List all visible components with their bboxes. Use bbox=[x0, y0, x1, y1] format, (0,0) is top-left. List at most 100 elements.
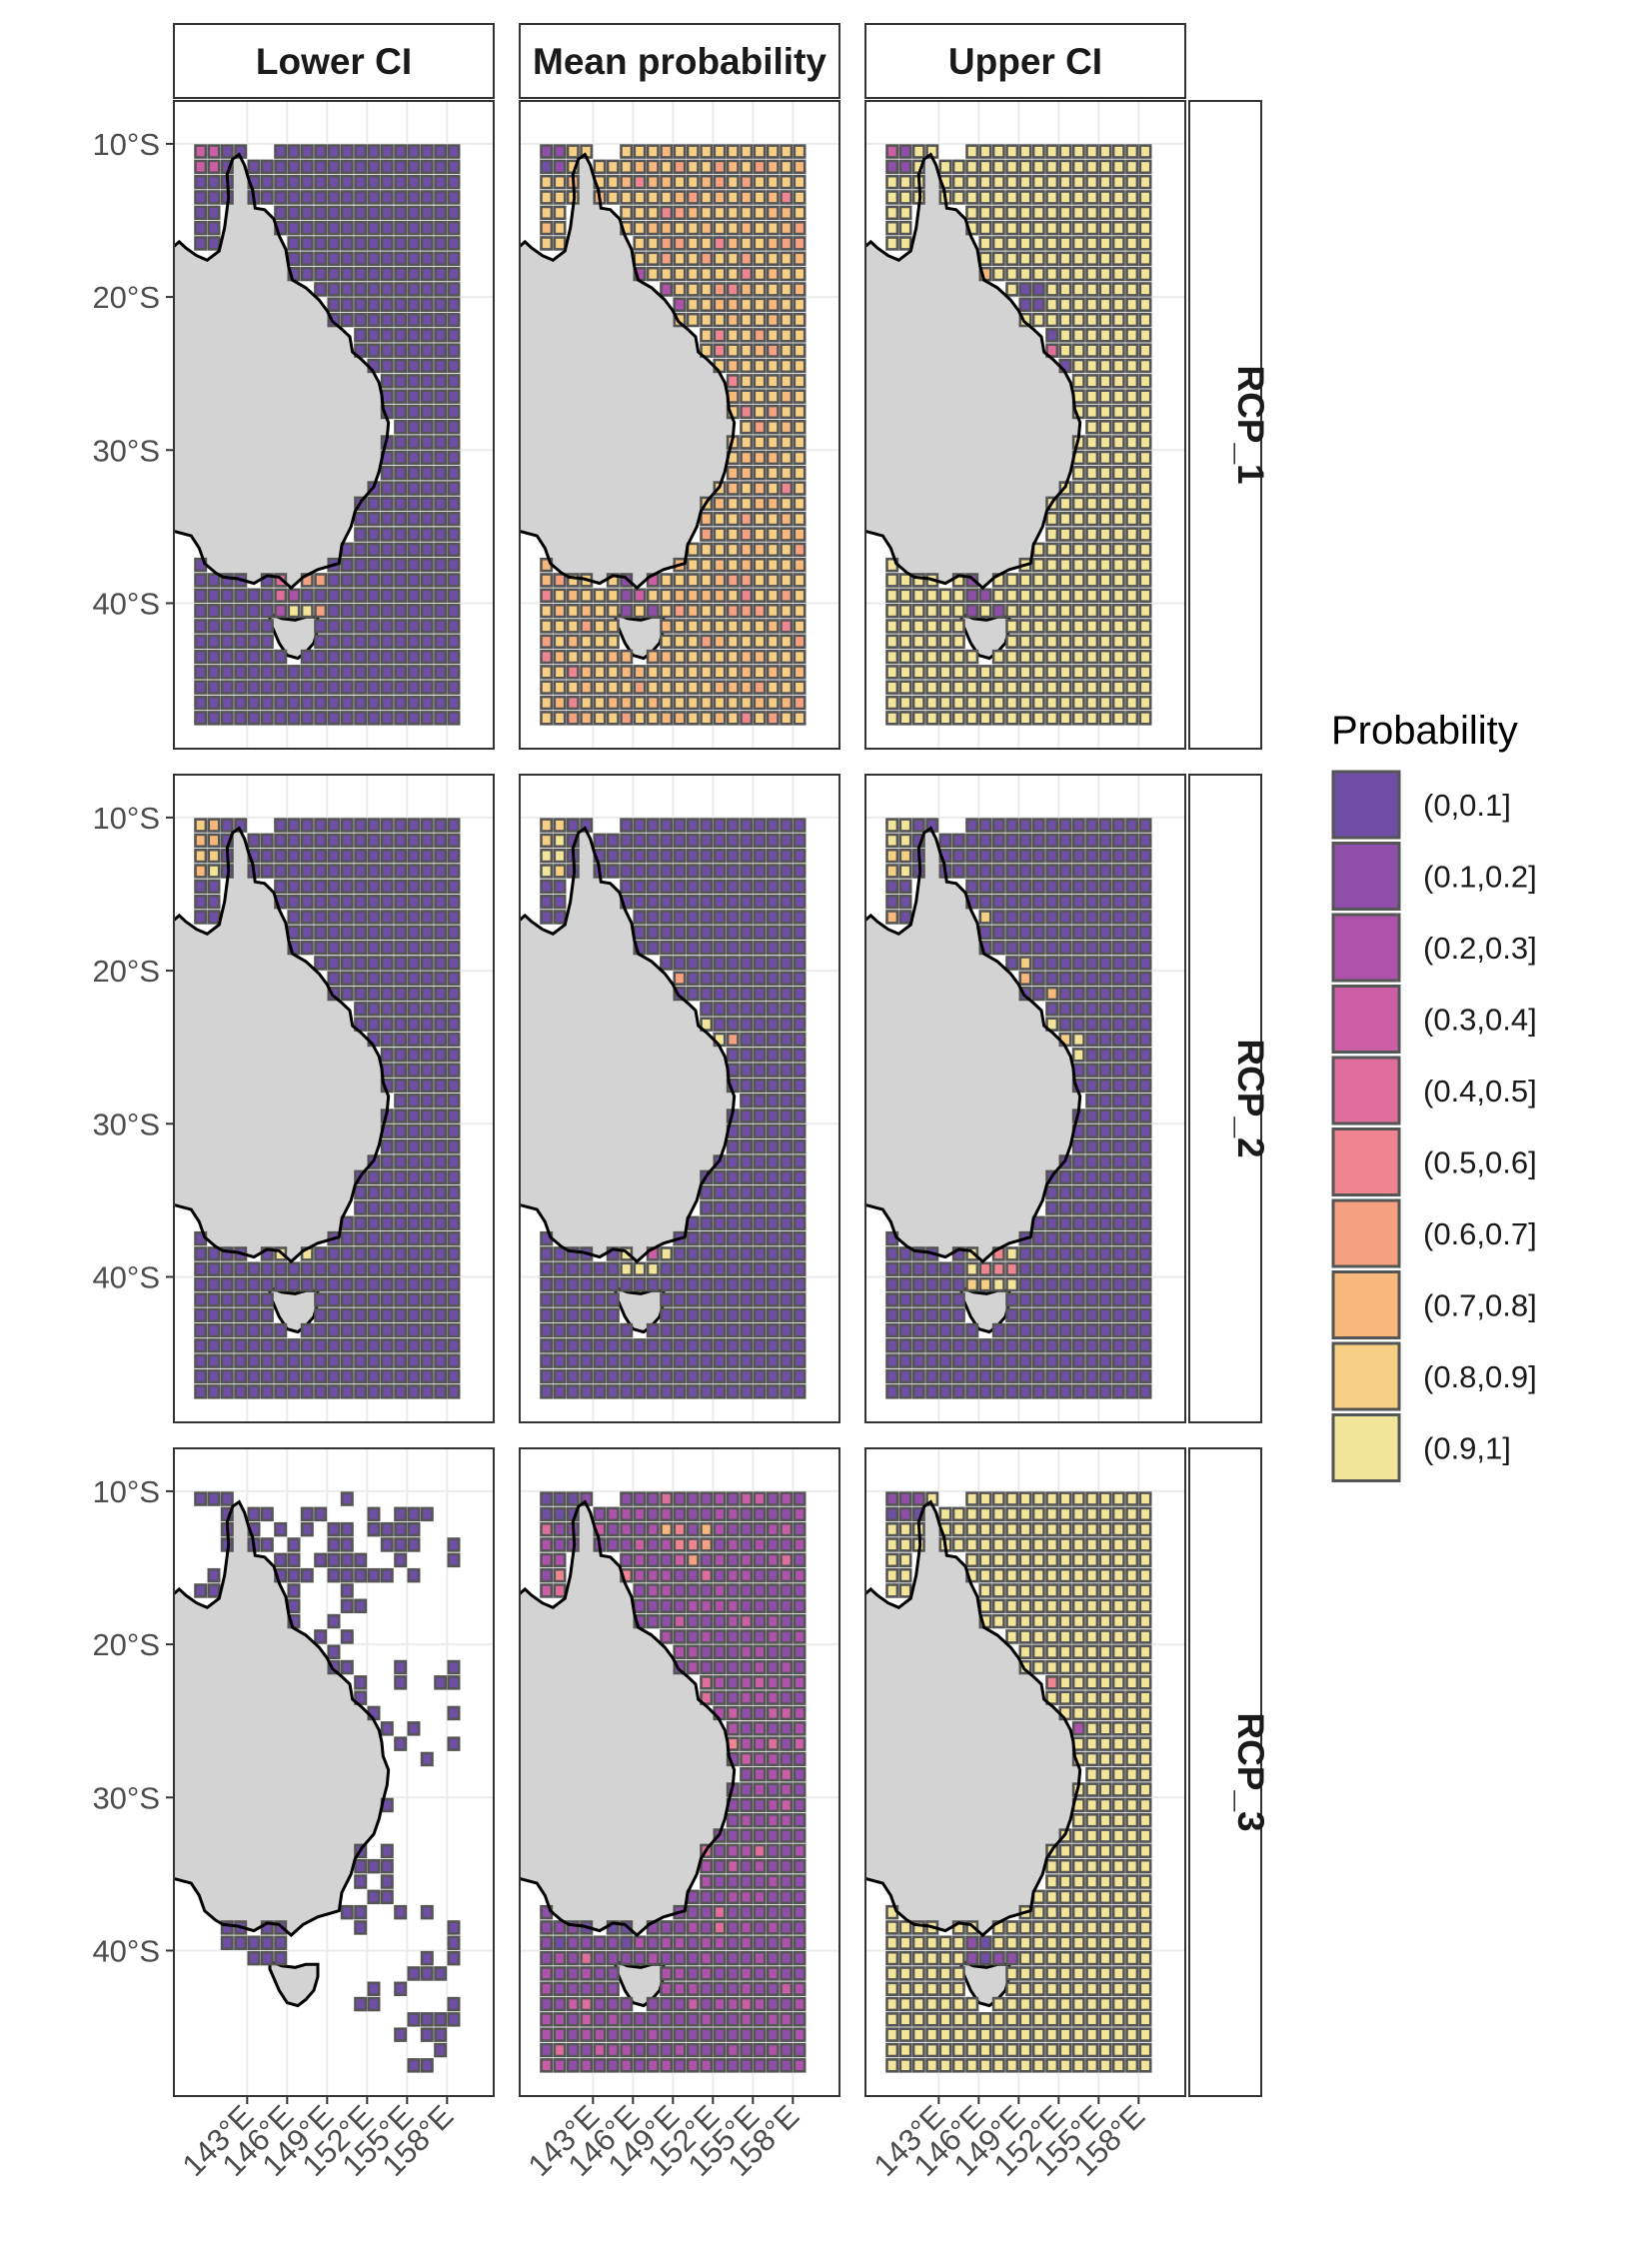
probability-cell bbox=[938, 1384, 952, 1399]
probability-cell bbox=[434, 1230, 448, 1246]
probability-cell bbox=[713, 251, 727, 267]
probability-cell bbox=[407, 603, 421, 619]
probability-cell bbox=[420, 910, 434, 925]
probability-cell bbox=[793, 1063, 807, 1078]
probability-cell bbox=[686, 1368, 700, 1384]
probability-cell bbox=[1071, 1048, 1085, 1063]
probability-cell bbox=[1018, 634, 1032, 649]
probability-cell bbox=[407, 297, 421, 312]
probability-cell bbox=[740, 711, 754, 726]
probability-cell bbox=[354, 1230, 368, 1246]
probability-cell bbox=[686, 986, 700, 1002]
probability-cell bbox=[380, 1230, 394, 1246]
probability-cell bbox=[1085, 848, 1099, 864]
probability-cell bbox=[766, 1002, 780, 1017]
probability-cell bbox=[380, 588, 394, 603]
probability-cell bbox=[327, 1552, 341, 1568]
probability-cell bbox=[793, 1690, 807, 1705]
probability-cell bbox=[740, 1169, 754, 1185]
probability-cell bbox=[1071, 971, 1085, 986]
probability-cell bbox=[726, 1644, 740, 1660]
probability-cell bbox=[1138, 389, 1152, 404]
probability-cell bbox=[1005, 1950, 1019, 1966]
column-strips: Lower CI Mean probability Upper CI bbox=[173, 23, 1186, 99]
probability-cell bbox=[740, 220, 754, 236]
probability-cell bbox=[220, 144, 234, 159]
probability-cell bbox=[726, 1032, 740, 1048]
probability-cell bbox=[354, 1184, 368, 1200]
probability-cell bbox=[1138, 312, 1152, 328]
australia-land bbox=[174, 828, 389, 1262]
probability-cell bbox=[780, 496, 794, 512]
column-strip-label: Upper CI bbox=[948, 41, 1102, 82]
probability-cell bbox=[925, 619, 939, 634]
probability-cell bbox=[925, 1338, 939, 1353]
probability-cell bbox=[726, 1567, 740, 1583]
probability-cell bbox=[753, 680, 767, 695]
probability-cell bbox=[420, 527, 434, 542]
probability-cell bbox=[420, 1184, 434, 1200]
probability-cell bbox=[1045, 1629, 1059, 1644]
probability-cell bbox=[1031, 1368, 1045, 1384]
probability-cell bbox=[898, 1935, 912, 1951]
probability-cell bbox=[314, 818, 328, 833]
probability-cell bbox=[407, 910, 421, 925]
probability-cell bbox=[367, 343, 381, 358]
probability-cell bbox=[1125, 1215, 1139, 1231]
probability-cell bbox=[991, 864, 1005, 879]
probability-cell bbox=[1085, 1521, 1099, 1537]
probability-cell bbox=[420, 1169, 434, 1185]
probability-cell bbox=[1018, 1644, 1032, 1660]
probability-cell bbox=[340, 1322, 354, 1338]
probability-cell bbox=[1098, 634, 1112, 649]
probability-cell bbox=[911, 1384, 925, 1399]
probability-cell bbox=[1058, 1950, 1072, 1966]
probability-cell bbox=[394, 1230, 408, 1246]
probability-cell bbox=[540, 634, 554, 649]
probability-cell bbox=[740, 1981, 754, 1997]
probability-cell bbox=[713, 205, 727, 221]
probability-cell bbox=[1085, 251, 1099, 267]
probability-cell bbox=[726, 1338, 740, 1353]
probability-cell bbox=[793, 1813, 807, 1828]
probability-cell bbox=[740, 1889, 754, 1905]
probability-cell bbox=[220, 818, 234, 833]
probability-cell bbox=[327, 1567, 341, 1583]
probability-cell bbox=[740, 1002, 754, 1017]
probability-cell bbox=[194, 1491, 208, 1506]
probability-cell bbox=[407, 864, 421, 879]
probability-cell bbox=[793, 1613, 807, 1629]
probability-cell bbox=[766, 1751, 780, 1767]
probability-cell bbox=[1031, 1230, 1045, 1246]
probability-cell bbox=[753, 527, 767, 542]
probability-cell bbox=[700, 1307, 714, 1323]
probability-cell bbox=[951, 680, 965, 695]
coastline bbox=[865, 152, 1082, 591]
probability-cell bbox=[633, 848, 647, 864]
probability-cell bbox=[713, 603, 727, 619]
probability-cell bbox=[367, 986, 381, 1002]
probability-cell bbox=[911, 1966, 925, 1981]
probability-cell bbox=[380, 190, 394, 205]
tasmania-land bbox=[268, 612, 320, 661]
probability-cell bbox=[447, 1200, 461, 1215]
probability-cell bbox=[965, 2027, 979, 2042]
probability-cell bbox=[447, 1920, 461, 1935]
probability-cell bbox=[340, 144, 354, 159]
probability-cell bbox=[1018, 205, 1032, 221]
probability-cell bbox=[938, 1966, 952, 1981]
probability-cell bbox=[553, 2027, 567, 2042]
probability-cell bbox=[633, 159, 647, 175]
probability-cell bbox=[766, 2042, 780, 2058]
probability-cell bbox=[793, 1644, 807, 1660]
probability-cell bbox=[885, 910, 899, 925]
probability-cell bbox=[633, 1567, 647, 1583]
probability-cell bbox=[1058, 1230, 1072, 1246]
probability-cell bbox=[1071, 848, 1085, 864]
probability-cell bbox=[234, 665, 248, 680]
probability-cell bbox=[234, 1322, 248, 1338]
probability-cell bbox=[620, 848, 634, 864]
probability-cell bbox=[673, 1368, 687, 1384]
probability-cell bbox=[434, 1675, 448, 1690]
probability-cell bbox=[540, 144, 554, 159]
